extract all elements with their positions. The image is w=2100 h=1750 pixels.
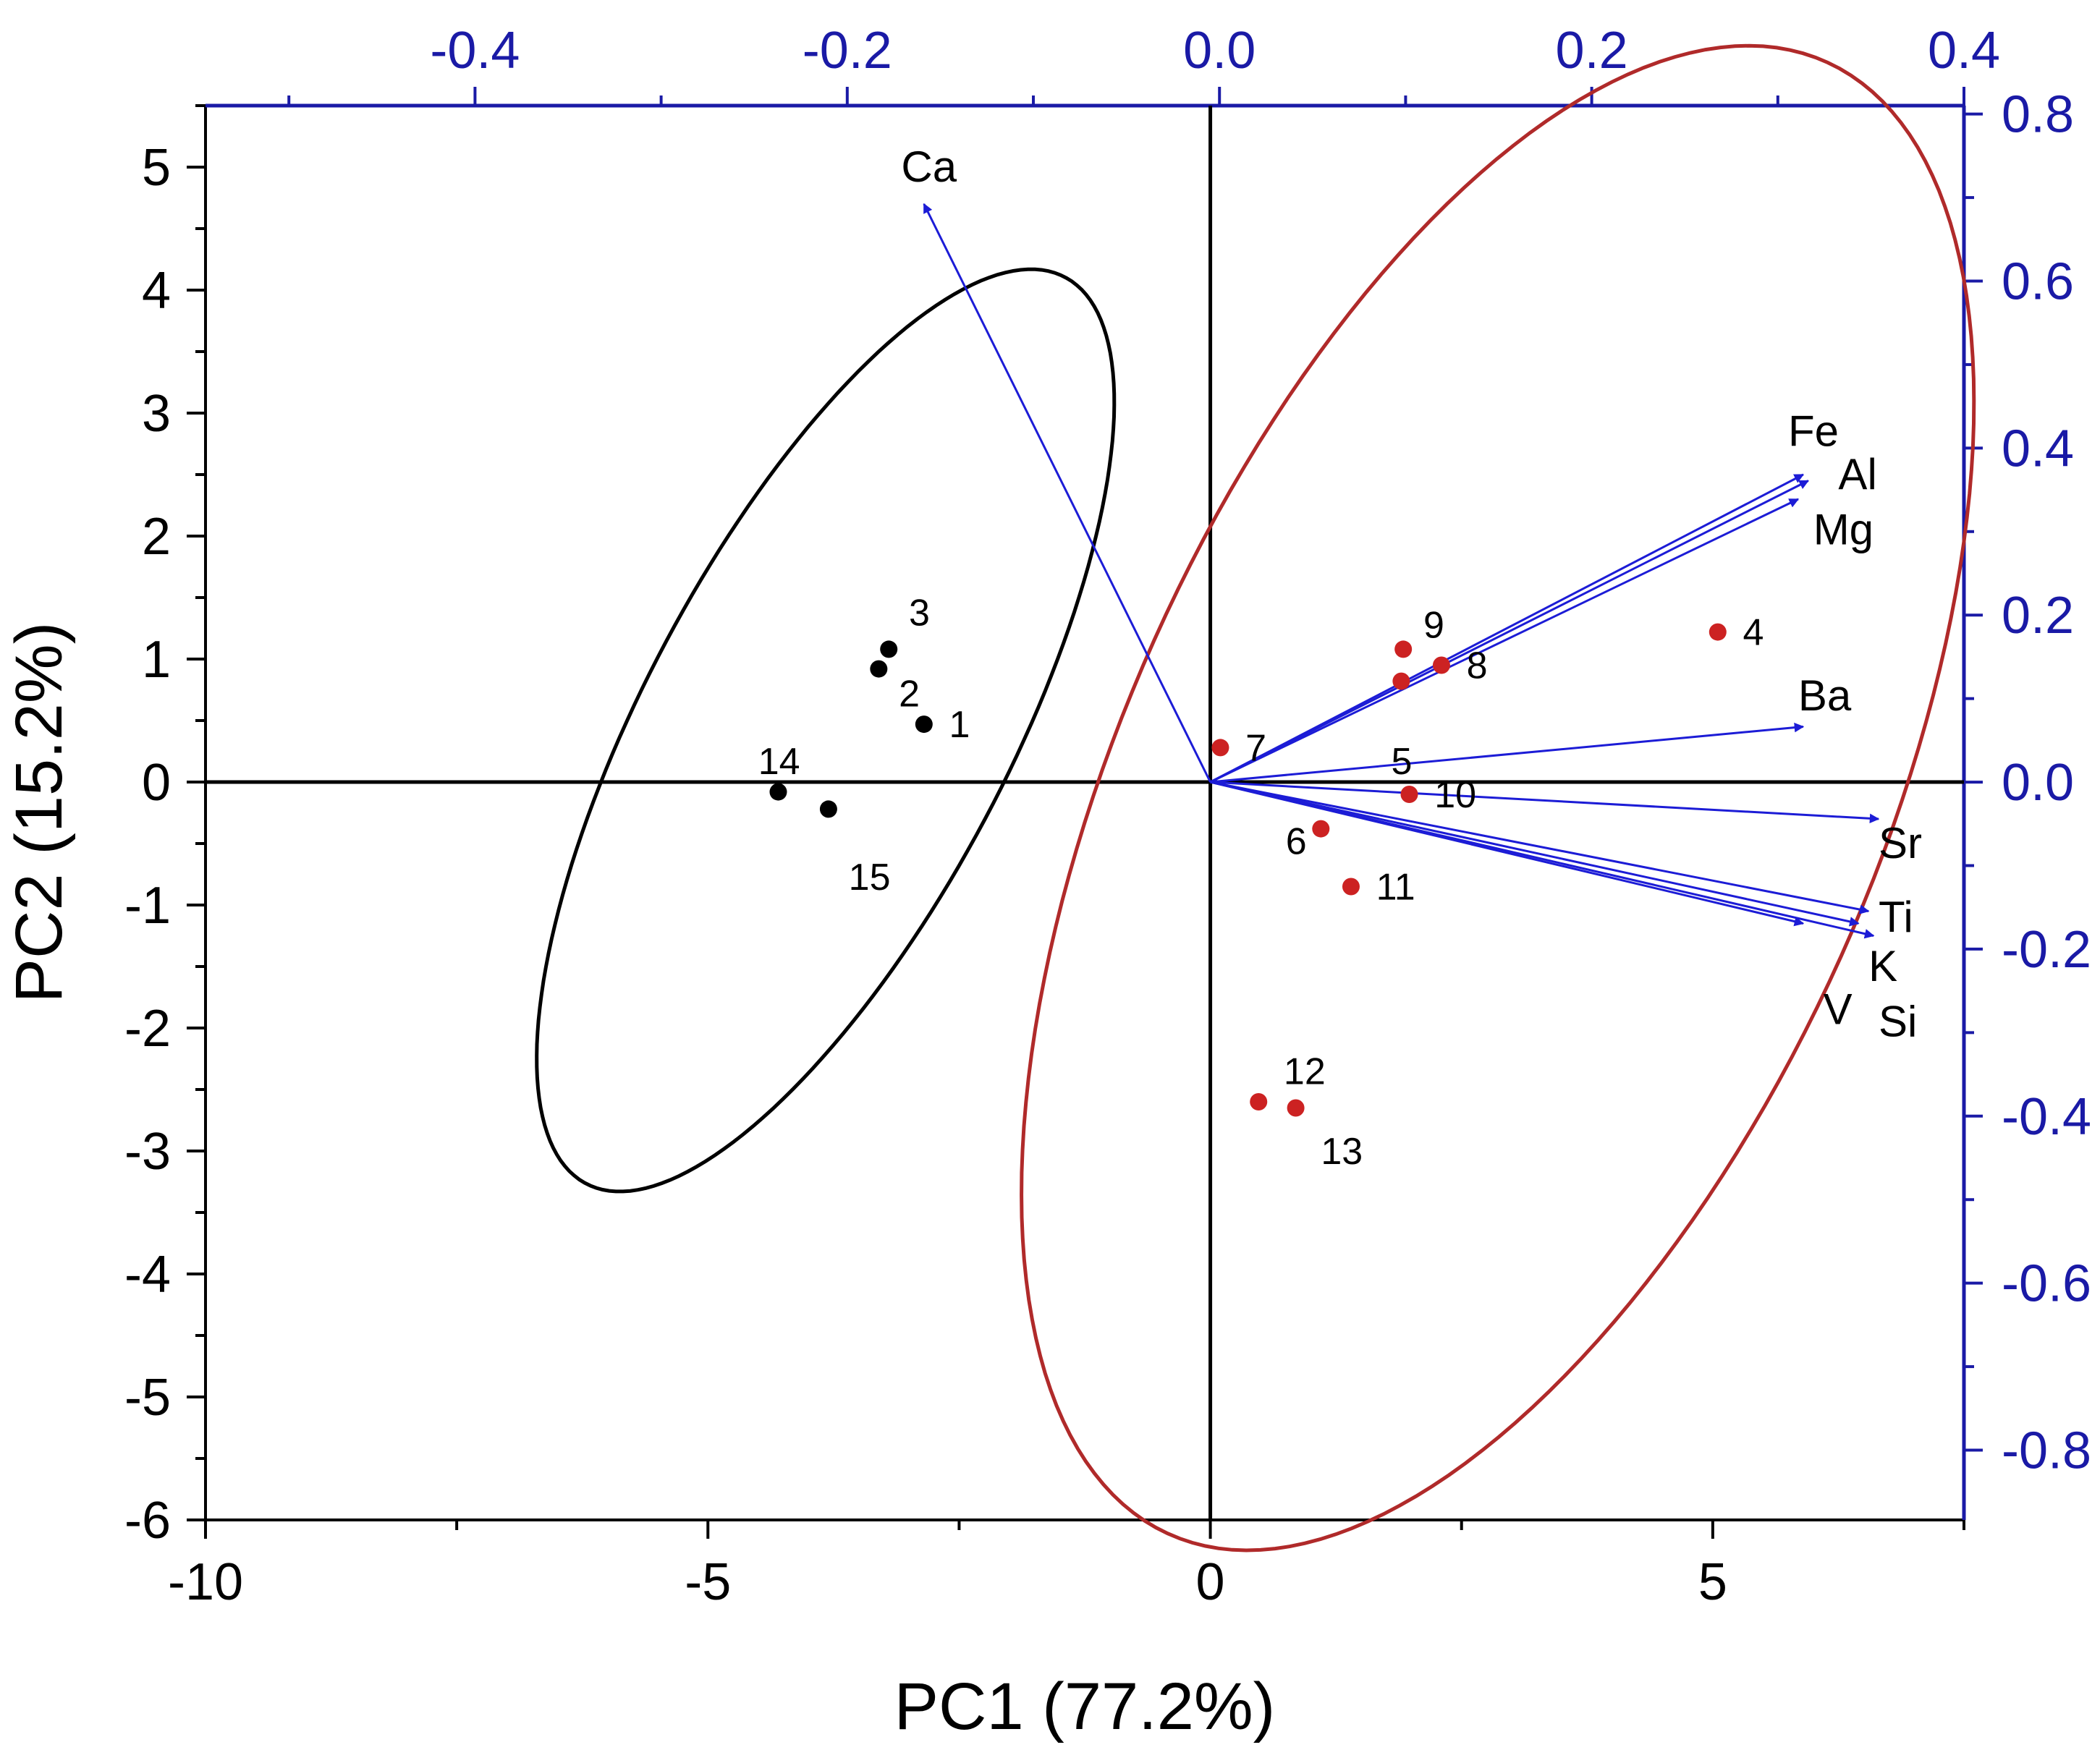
ticks-bottom: -10 -5 0 5 [168, 1520, 1965, 1611]
right-tick-label: 0.6 [2002, 253, 2074, 311]
loading-label-sr: Sr [1879, 819, 1922, 867]
loading-label-si: Si [1879, 998, 1917, 1046]
score-label-8: 8 [1467, 645, 1488, 687]
score-label-11: 11 [1376, 867, 1415, 909]
score-label-5: 5 [1392, 741, 1413, 783]
score-point-15 [819, 800, 837, 818]
score-point-1 [915, 715, 933, 734]
top-tick-label: -0.4 [430, 22, 520, 80]
score-point-11 [1342, 878, 1360, 896]
loading-label-fe: Fe [1788, 407, 1839, 456]
loading-label-al: Al [1838, 450, 1876, 498]
score-point-12 [1250, 1093, 1268, 1110]
y-tick-label: 0 [142, 754, 171, 812]
score-point-4 [1709, 623, 1727, 641]
ellipse-red-group [1020, 43, 1976, 1553]
score-point-6 [1312, 820, 1330, 838]
y-tick-label: 3 [142, 385, 171, 443]
ticks-left: 5 4 3 2 1 0 -1 -2 -3 -4 -5 -6 [124, 104, 206, 1550]
loading-arrow-ti [1210, 781, 1870, 914]
score-label-4: 4 [1743, 612, 1764, 654]
score-label-10: 10 [1434, 774, 1476, 816]
right-tick-label: -0.2 [2002, 921, 2091, 979]
x-axis-title: PC1 (77.2%) [894, 1670, 1276, 1743]
right-tick-label: -0.6 [2002, 1255, 2091, 1313]
y-tick-label: 4 [142, 262, 171, 320]
score-point-3 [880, 640, 898, 658]
ticks-right: 0.8 0.6 0.4 0.2 0.0 -0.2 -0.4 -0.6 -0.8 [1964, 86, 2091, 1480]
y-tick-label: -6 [124, 1492, 171, 1550]
top-tick-label: -0.2 [803, 22, 892, 80]
x-tick-label: -10 [168, 1553, 243, 1611]
loading-arrow-fe [1209, 473, 1805, 783]
score-label-7: 7 [1245, 727, 1266, 769]
score-label-3: 3 [909, 592, 930, 634]
top-tick-label: 0.0 [1183, 22, 1256, 80]
right-tick-label: 0.2 [2002, 587, 2074, 645]
score-point-10 [1400, 786, 1418, 803]
score-label-9: 9 [1423, 604, 1444, 646]
loading-label-k: K [1868, 942, 1897, 990]
y-tick-label: 2 [142, 508, 171, 566]
y-tick-label: -2 [124, 1000, 171, 1058]
right-tick-label: -0.8 [2002, 1422, 2091, 1480]
right-tick-label: 0.0 [2002, 754, 2074, 812]
y-tick-label: -5 [124, 1369, 171, 1427]
score-label-12: 12 [1284, 1051, 1326, 1093]
y-tick-label: -1 [124, 877, 171, 935]
score-point-14 [769, 783, 787, 801]
loading-arrow-ba [1210, 722, 1805, 783]
score-label-13: 13 [1321, 1131, 1363, 1173]
score-label-14: 14 [758, 741, 800, 783]
plot-frame [204, 104, 1965, 1521]
x-tick-label: 5 [1698, 1553, 1727, 1611]
loading-label-mg: Mg [1813, 506, 1874, 554]
ellipse-black-group [535, 267, 1117, 1194]
loading-arrow-ca [923, 203, 1211, 783]
score-point-9 [1394, 640, 1413, 658]
right-tick-label: -0.4 [2002, 1088, 2091, 1146]
loading-label-ba: Ba [1798, 671, 1852, 720]
y-tick-label: 1 [142, 631, 171, 689]
loading-label-ti: Ti [1879, 893, 1913, 941]
y-tick-label: 5 [142, 139, 171, 197]
loading-label-ca: Ca [901, 143, 957, 191]
y-tick-label: -3 [124, 1123, 171, 1181]
score-point-2 [870, 660, 888, 678]
loading-arrow-k [1210, 781, 1860, 927]
loading-arrow-sr [1210, 781, 1880, 824]
score-point-5 [1392, 672, 1410, 690]
loading-arrow-al [1209, 480, 1809, 783]
top-tick-label: 0.2 [1556, 22, 1628, 80]
x-tick-label: 0 [1196, 1553, 1225, 1611]
score-label-15: 15 [849, 857, 891, 899]
ticks-top: -0.4 -0.2 0.0 0.2 0.4 [287, 22, 2000, 106]
right-tick-label: 0.8 [2002, 86, 2074, 144]
loading-arrow-mg [1209, 498, 1800, 783]
score-label-6: 6 [1286, 821, 1307, 863]
top-tick-label: 0.4 [1928, 22, 2000, 80]
loading-arrow-si [1210, 781, 1875, 939]
loading-label-v: V [1824, 985, 1853, 1034]
confidence-ellipses [535, 43, 1976, 1553]
y-tick-label: -4 [124, 1246, 171, 1304]
score-point-7 [1211, 739, 1229, 757]
score-point-8 [1432, 656, 1450, 674]
x-tick-label: -5 [685, 1553, 731, 1611]
score-label-2: 2 [899, 674, 920, 715]
score-point-13 [1287, 1099, 1305, 1117]
score-label-1: 1 [949, 704, 970, 746]
y-axis-title: PC2 (15.2%) [2, 622, 76, 1003]
right-tick-label: 0.4 [2002, 420, 2074, 477]
